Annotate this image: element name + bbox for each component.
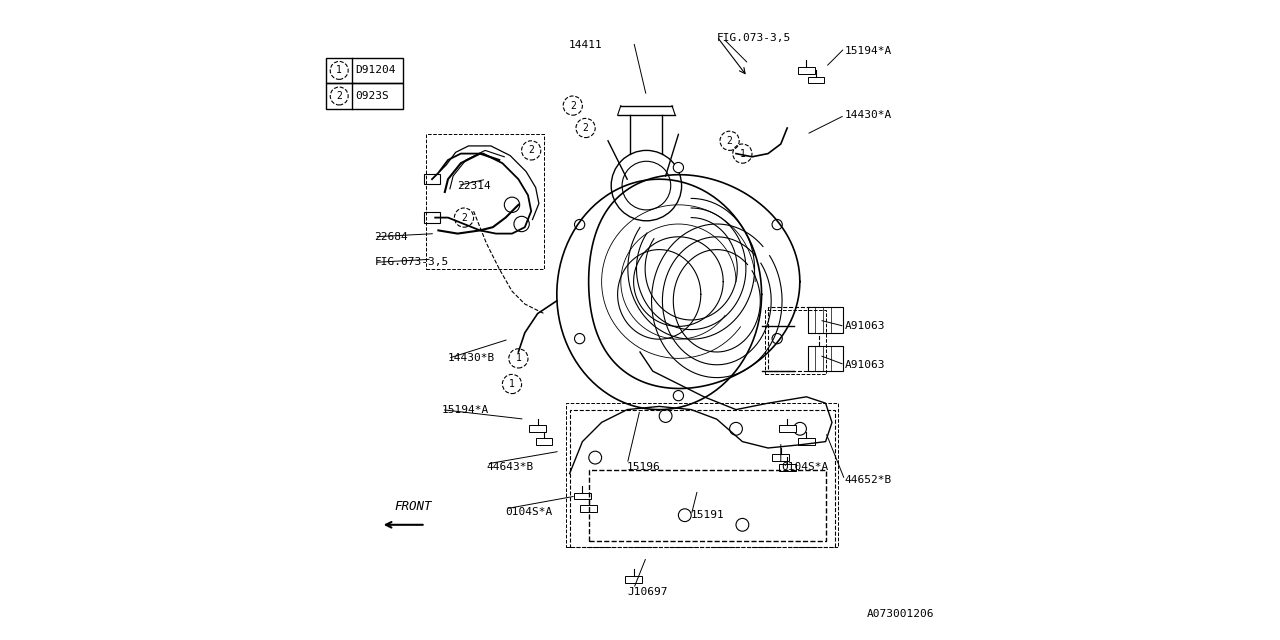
Text: 2: 2 — [582, 123, 589, 133]
Text: A91063: A91063 — [845, 321, 886, 332]
Text: 22314: 22314 — [458, 180, 492, 191]
Text: FRONT: FRONT — [394, 500, 431, 513]
Text: D91204: D91204 — [356, 65, 396, 76]
Bar — [326, 83, 403, 109]
Bar — [425, 174, 440, 184]
Text: 15194*A: 15194*A — [845, 46, 892, 56]
Bar — [566, 403, 838, 547]
Bar — [808, 346, 844, 371]
Text: 15196: 15196 — [627, 462, 660, 472]
Bar — [425, 212, 440, 223]
Text: A91063: A91063 — [845, 360, 886, 370]
Circle shape — [673, 163, 684, 173]
Bar — [425, 134, 544, 269]
Text: 2: 2 — [529, 145, 534, 156]
Text: 2: 2 — [337, 91, 342, 101]
Bar — [808, 77, 824, 83]
Text: 1: 1 — [516, 353, 521, 364]
Text: FIG.073-3,5: FIG.073-3,5 — [374, 257, 449, 268]
Text: A073001206: A073001206 — [867, 609, 934, 620]
Text: 14411: 14411 — [568, 40, 603, 50]
Text: 2: 2 — [461, 212, 467, 223]
Bar — [530, 426, 545, 432]
Text: 22684: 22684 — [374, 232, 408, 242]
Bar — [778, 426, 796, 432]
Circle shape — [772, 333, 782, 344]
Text: 1: 1 — [740, 148, 745, 159]
Circle shape — [673, 390, 684, 401]
Bar — [570, 410, 836, 547]
Bar — [625, 576, 641, 582]
Text: FIG.073-3,5: FIG.073-3,5 — [717, 33, 791, 44]
Bar — [778, 464, 796, 470]
Text: 2: 2 — [727, 136, 732, 146]
Circle shape — [575, 220, 585, 230]
Text: 44652*B: 44652*B — [845, 475, 892, 485]
Text: 15191: 15191 — [691, 510, 724, 520]
Text: J10697: J10697 — [627, 587, 668, 597]
Bar — [535, 438, 553, 445]
Text: 14430*B: 14430*B — [448, 353, 495, 364]
Text: 0104S*A: 0104S*A — [506, 507, 553, 517]
Bar — [581, 506, 596, 512]
Bar — [799, 67, 814, 74]
Bar — [799, 438, 814, 445]
Text: 0104S*A: 0104S*A — [781, 462, 828, 472]
Bar — [768, 307, 819, 371]
Text: 15194*A: 15194*A — [442, 404, 489, 415]
Bar — [573, 493, 590, 499]
Text: 0923S: 0923S — [356, 91, 389, 101]
Text: 44643*B: 44643*B — [486, 462, 534, 472]
Text: 1: 1 — [509, 379, 515, 389]
Text: 1: 1 — [337, 65, 342, 76]
Text: 14430*A: 14430*A — [845, 110, 892, 120]
Bar — [326, 58, 403, 83]
Bar — [808, 307, 844, 333]
Circle shape — [772, 220, 782, 230]
Bar — [765, 310, 826, 374]
Text: 2: 2 — [570, 100, 576, 111]
Bar — [773, 454, 788, 461]
Circle shape — [575, 333, 585, 344]
